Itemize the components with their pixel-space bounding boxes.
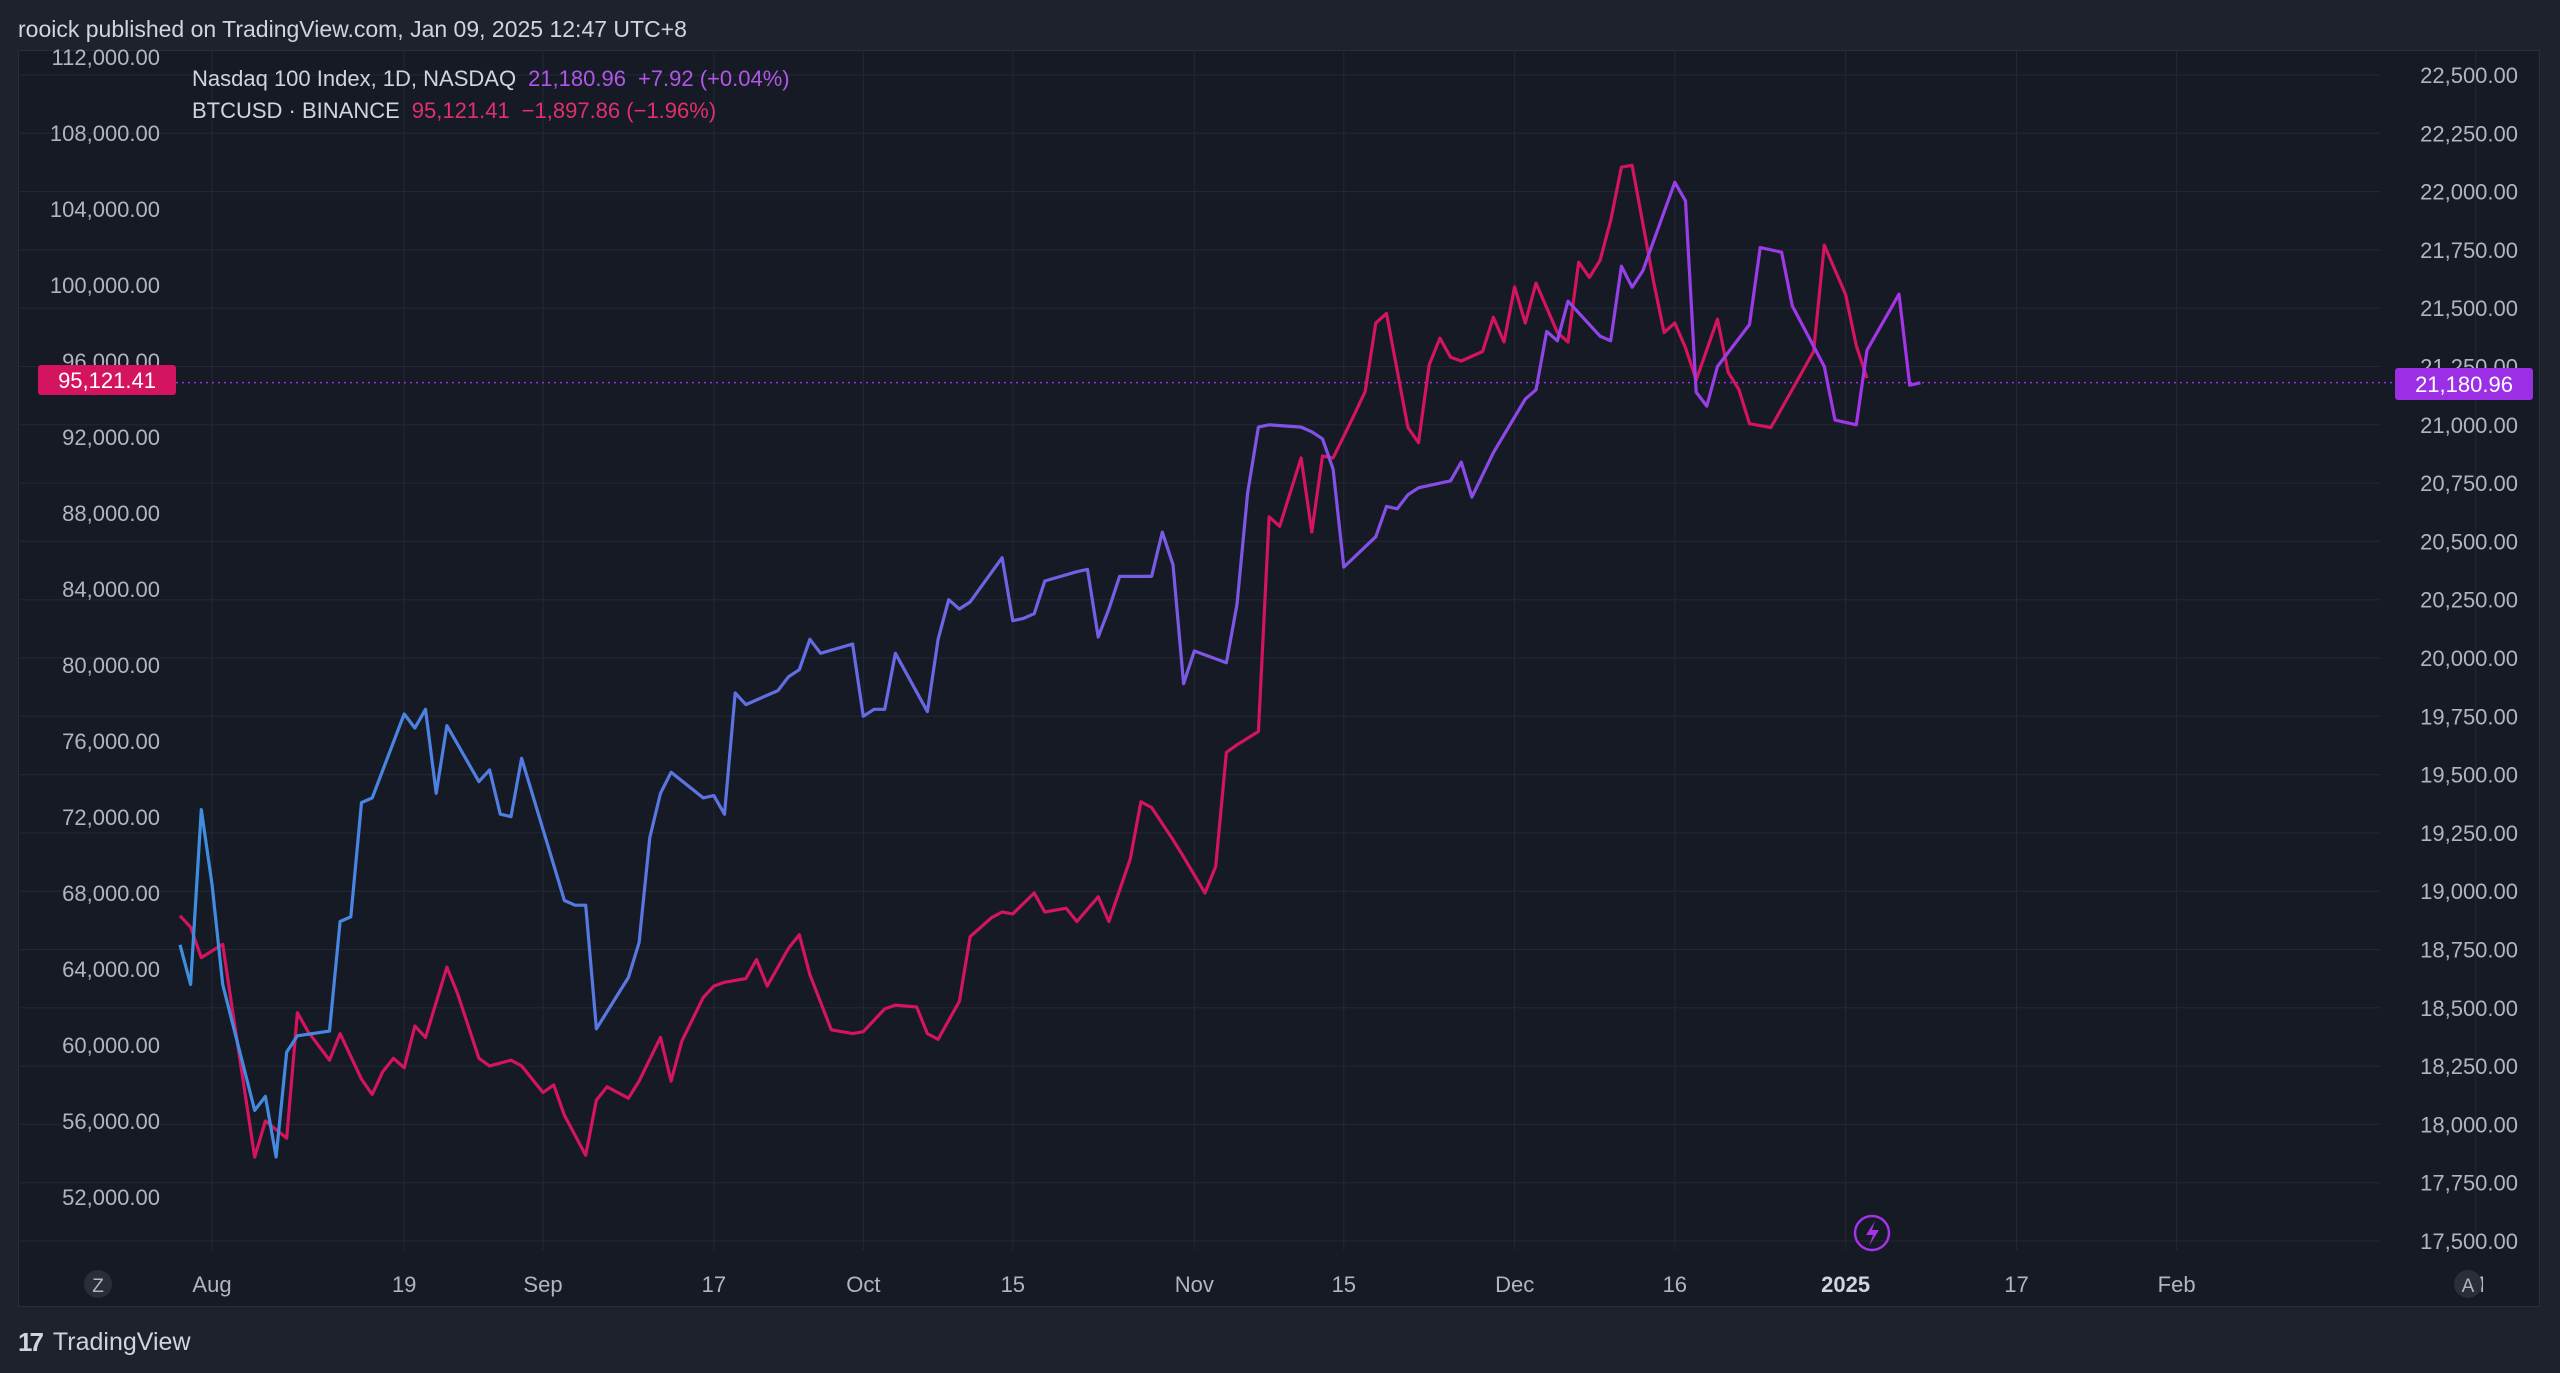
auto-scale-right-button[interactable]: A bbox=[2454, 1270, 2482, 1298]
right-axis-tick-label: 22,250.00 bbox=[2420, 121, 2518, 146]
left-axis-tick-label: 92,000.00 bbox=[62, 425, 160, 450]
publish-header: rooick published on TradingView.com, Jan… bbox=[18, 16, 687, 42]
left-axis-tick-label: 84,000.00 bbox=[62, 577, 160, 602]
right-axis-tick-label: 22,000.00 bbox=[2420, 180, 2518, 205]
right-price-badge-text: 21,180.96 bbox=[2415, 372, 2513, 397]
time-axis-label: 16 bbox=[1663, 1272, 1687, 1297]
svg-text:A: A bbox=[2462, 1276, 2475, 1297]
right-axis-tick-label: 20,750.00 bbox=[2420, 471, 2518, 496]
left-axis-tick-label: 52,000.00 bbox=[62, 1185, 160, 1210]
time-axis: Aug19Sep17Oct15Nov15Dec16202517FebM bbox=[192, 1272, 2484, 1297]
time-axis-label: Feb bbox=[2158, 1272, 2196, 1297]
time-axis-label: 15 bbox=[1001, 1272, 1025, 1297]
legend: Nasdaq 100 Index, 1D, NASDAQ 21,180.96 +7.… bbox=[192, 66, 790, 123]
right-axis-tick-label: 19,750.00 bbox=[2420, 704, 2518, 729]
legend-btc: BTCUSD · BINANCE 95,121.41 −1,897.86 (−1.9… bbox=[192, 98, 716, 123]
legend-btc-price: 95,121.41 bbox=[412, 98, 510, 123]
right-price-badge: 21,180.96 bbox=[2395, 368, 2533, 400]
left-axis-tick-label: 64,000.00 bbox=[62, 957, 160, 982]
left-axis-tick-label: 56,000.00 bbox=[62, 1109, 160, 1134]
time-axis-label: Dec bbox=[1495, 1272, 1534, 1297]
nasdaq-series-line bbox=[178, 180, 1921, 1159]
tradingview-logo-icon[interactable]: 17 bbox=[18, 1326, 44, 1357]
right-axis-tick-label: 21,000.00 bbox=[2420, 413, 2518, 438]
right-axis-tick-label: 20,500.00 bbox=[2420, 529, 2518, 554]
right-axis-tick-label: 17,500.00 bbox=[2420, 1229, 2518, 1254]
right-axis-tick-label: 18,750.00 bbox=[2420, 938, 2518, 963]
btc-series-line bbox=[178, 163, 1869, 1159]
left-axis-tick-label: 72,000.00 bbox=[62, 805, 160, 830]
time-axis-label: 15 bbox=[1332, 1272, 1356, 1297]
legend-nasdaq-price: 21,180.96 bbox=[528, 66, 626, 91]
footer: 17 TradingView bbox=[18, 1322, 191, 1362]
time-axis-label: Sep bbox=[523, 1272, 562, 1297]
left-axis-tick-label: 112,000.00 bbox=[52, 45, 160, 70]
time-axis-label: 19 bbox=[392, 1272, 416, 1297]
time-axis-label: 17 bbox=[702, 1272, 726, 1297]
legend-btc-name: BTCUSD · BINANCE bbox=[192, 98, 400, 123]
right-axis-tick-label: 21,750.00 bbox=[2420, 238, 2518, 263]
legend-nasdaq: Nasdaq 100 Index, 1D, NASDAQ 21,180.96 +7.… bbox=[192, 66, 790, 91]
right-axis-tick-label: 19,000.00 bbox=[2420, 879, 2518, 904]
left-price-axis: 112,000.00 108,000.00 104,000.00 100,000.00… bbox=[50, 45, 160, 1210]
left-axis-tick-label: 68,000.00 bbox=[62, 881, 160, 906]
left-axis-tick-label: 88,000.00 bbox=[62, 501, 160, 526]
left-axis-tick-label: 100,000.00 bbox=[50, 273, 160, 298]
left-axis-tick-label: 108,000.00 bbox=[50, 121, 160, 146]
left-axis-tick-label: 76,000.00 bbox=[62, 729, 160, 754]
chart-frame[interactable] bbox=[18, 50, 2540, 1307]
time-axis-label: Oct bbox=[846, 1272, 880, 1297]
auto-scale-left-button[interactable]: Z bbox=[84, 1270, 112, 1298]
svg-text:Z: Z bbox=[92, 1276, 104, 1297]
legend-nasdaq-change: +7.92 (+0.04%) bbox=[638, 66, 790, 91]
time-axis-label: 17 bbox=[2004, 1272, 2028, 1297]
right-axis-tick-label: 18,250.00 bbox=[2420, 1054, 2518, 1079]
left-price-badge-text: 95,121.41 bbox=[58, 368, 156, 393]
right-axis-tick-label: 18,000.00 bbox=[2420, 1112, 2518, 1137]
time-axis-label: Aug bbox=[192, 1272, 231, 1297]
right-axis-tick-label: 18,500.00 bbox=[2420, 996, 2518, 1021]
right-axis-tick-label: 20,000.00 bbox=[2420, 646, 2518, 671]
right-axis-tick-label: 19,250.00 bbox=[2420, 821, 2518, 846]
left-axis-tick-label: 104,000.00 bbox=[50, 197, 160, 222]
realtime-icon[interactable] bbox=[1853, 1214, 1891, 1252]
left-axis-tick-label: 80,000.00 bbox=[62, 653, 160, 678]
chart-grid bbox=[20, 50, 2477, 1250]
right-axis-tick-label: 19,500.00 bbox=[2420, 763, 2518, 788]
left-axis-tick-label: 60,000.00 bbox=[62, 1033, 160, 1058]
right-price-axis: 22,500.00 22,250.00 22,000.00 21,750.00 21,5… bbox=[2420, 63, 2518, 1254]
right-axis-tick-label: 20,250.00 bbox=[2420, 588, 2518, 613]
right-axis-tick-label: 22,500.00 bbox=[2420, 63, 2518, 88]
legend-nasdaq-name: Nasdaq 100 Index, 1D, NASDAQ bbox=[192, 66, 516, 91]
time-axis-label: Nov bbox=[1175, 1272, 1214, 1297]
footer-brand[interactable]: TradingView bbox=[52, 1327, 191, 1356]
left-price-badge: 95,121.41 bbox=[38, 365, 176, 395]
time-axis-label: 2025 bbox=[1821, 1272, 1870, 1297]
legend-btc-change: −1,897.86 (−1.96%) bbox=[522, 98, 716, 123]
right-axis-tick-label: 21,500.00 bbox=[2420, 296, 2518, 321]
right-axis-tick-label: 17,750.00 bbox=[2420, 1171, 2518, 1196]
